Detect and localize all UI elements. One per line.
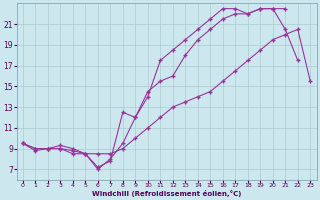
- X-axis label: Windchill (Refroidissement éolien,°C): Windchill (Refroidissement éolien,°C): [92, 190, 241, 197]
